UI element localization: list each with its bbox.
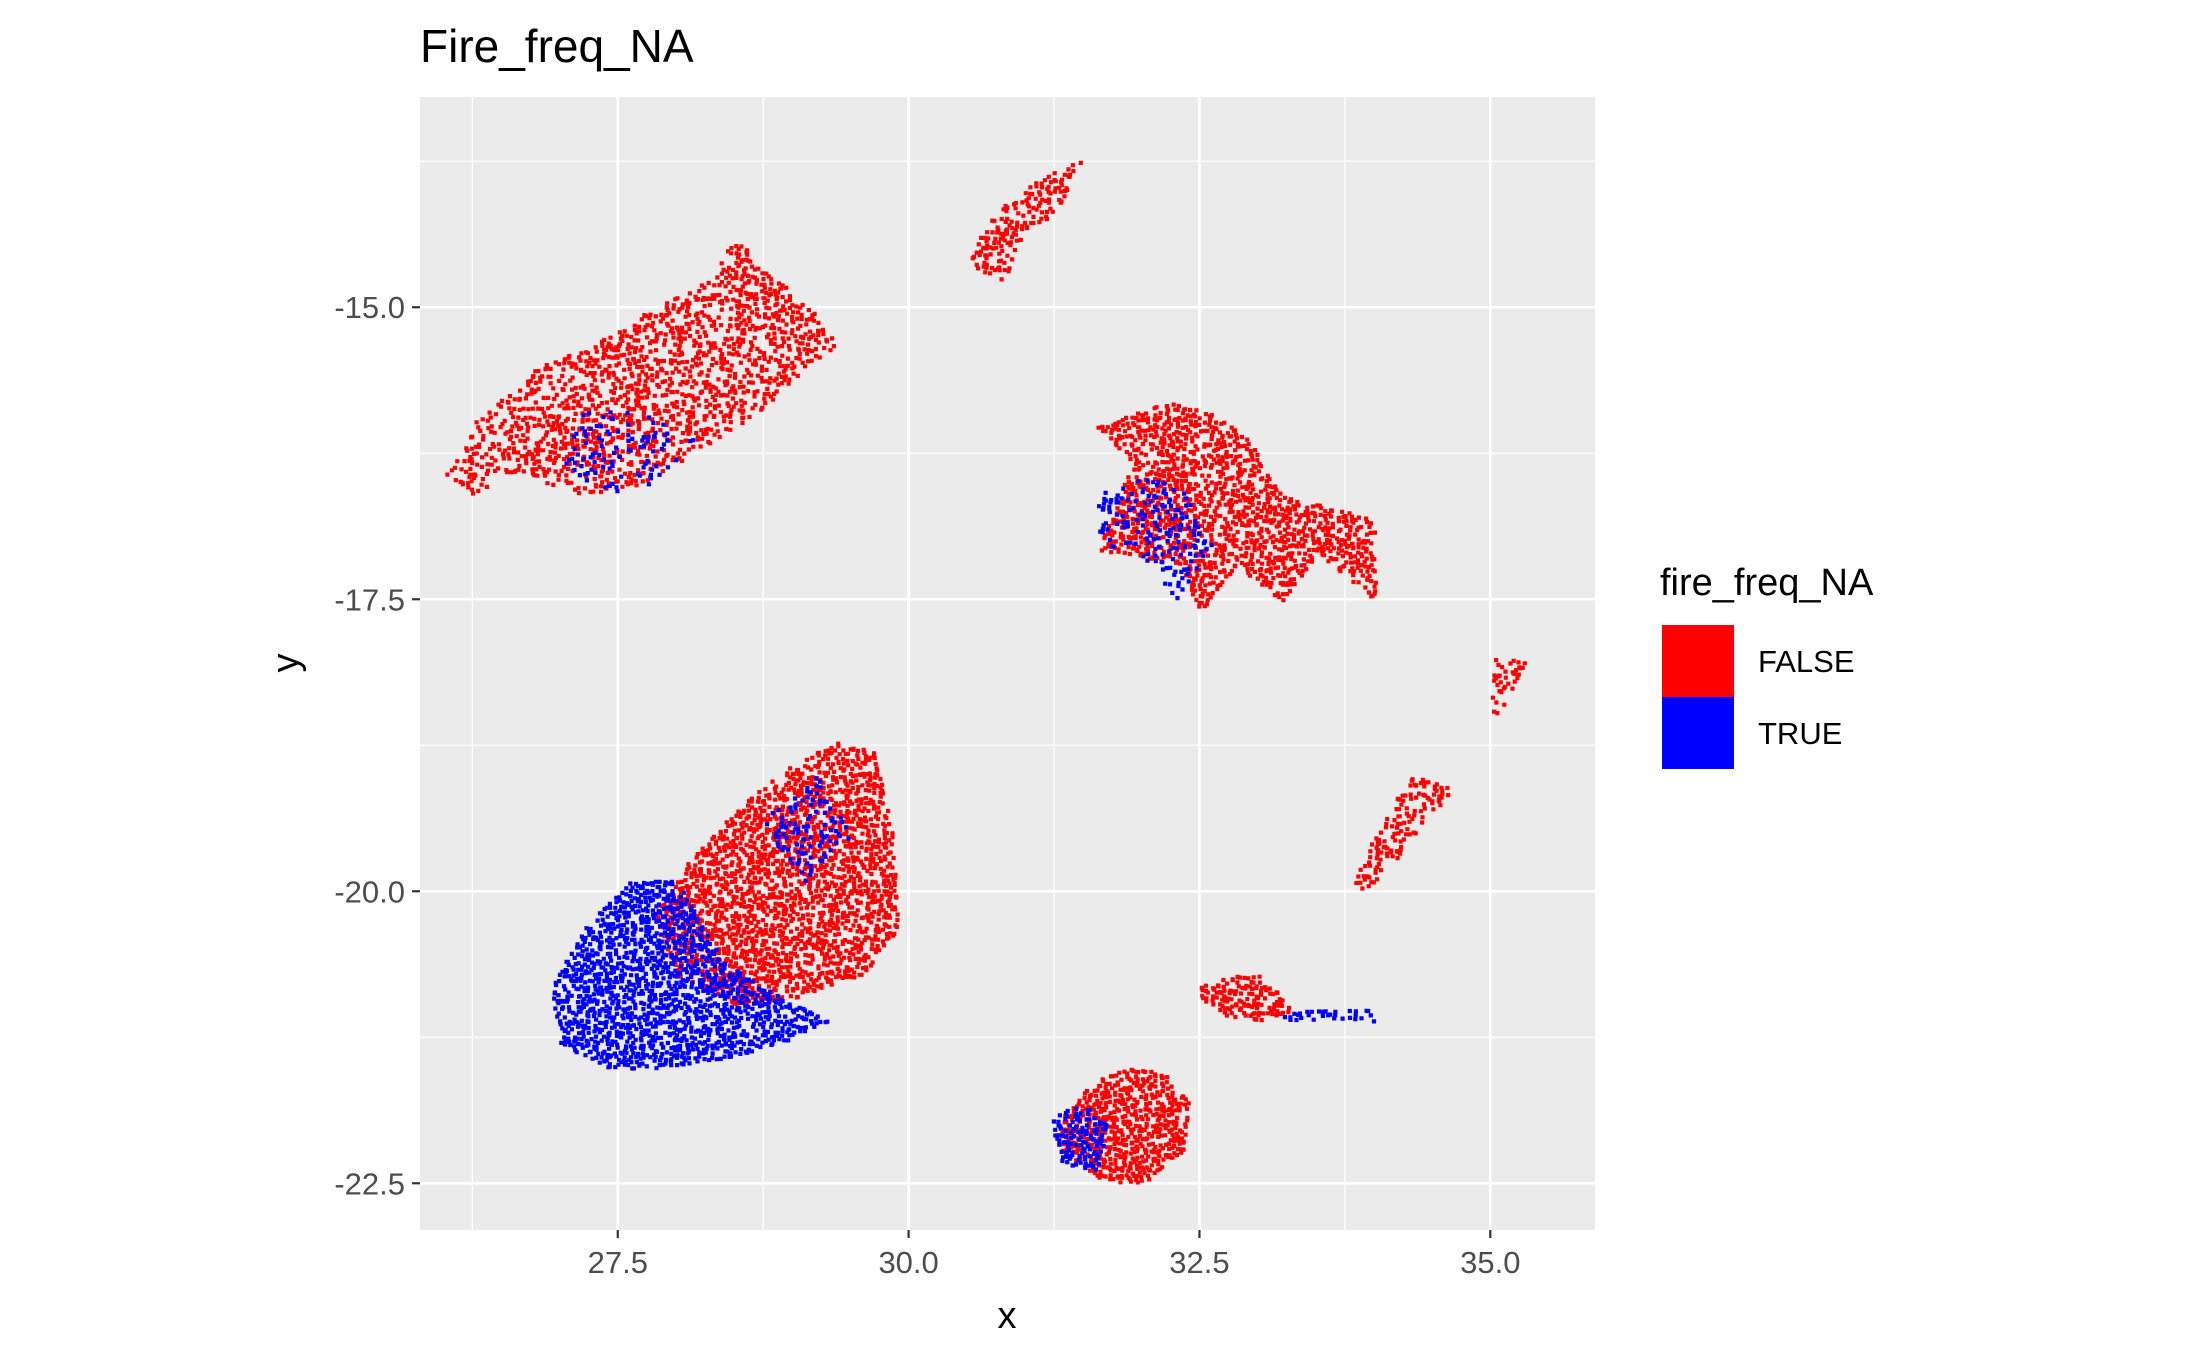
legend-key-false (1662, 625, 1734, 697)
x-tick-label: 27.5 (588, 1245, 648, 1280)
legend: fire_freq_NA FALSE TRUE (1660, 562, 1874, 769)
legend-key-true (1662, 697, 1734, 769)
y-axis: -15.0 -17.5 -20.0 -22.5 (334, 290, 420, 1201)
x-axis-title: x (998, 1295, 1017, 1337)
raster-region-true-4 (764, 776, 851, 883)
y-tick-label: -17.5 (334, 582, 405, 617)
x-axis: 27.5 30.0 32.5 35.0 (588, 1230, 1520, 1280)
raster-region-true-0 (564, 410, 696, 494)
data-points-layer (445, 160, 1527, 1185)
plot-panel (420, 97, 1595, 1230)
raster-region-true-3 (552, 879, 830, 1071)
raster-region-true-1 (1097, 478, 1214, 601)
raster-region-false-3 (1354, 777, 1451, 891)
y-axis-title: y (265, 654, 307, 673)
raster-region-true-2 (1051, 1106, 1109, 1172)
raster-region-false-7 (655, 741, 900, 1007)
raster-region-false-0 (445, 244, 836, 496)
y-tick-label: -20.0 (334, 874, 405, 909)
raster-region-false-2 (1096, 402, 1378, 609)
series-false (445, 160, 1527, 1185)
raster-region-false-5 (1199, 974, 1292, 1023)
legend-title: fire_freq_NA (1660, 562, 1874, 604)
x-tick-label: 30.0 (878, 1245, 938, 1280)
x-tick-label: 35.0 (1460, 1245, 1520, 1280)
y-tick-label: -15.0 (334, 290, 405, 325)
raster-region-false-1 (970, 160, 1083, 282)
x-tick-label: 32.5 (1169, 1245, 1229, 1280)
raster-region-true-5 (1282, 1008, 1377, 1024)
series-true (552, 410, 1377, 1172)
chart-title: Fire_freq_NA (420, 20, 694, 72)
major-gridlines (420, 97, 1595, 1230)
legend-label-true: TRUE (1758, 716, 1842, 751)
y-tick-label: -22.5 (334, 1166, 405, 1201)
raster-region-false-4 (1490, 658, 1527, 716)
legend-label-false: FALSE (1758, 644, 1855, 679)
